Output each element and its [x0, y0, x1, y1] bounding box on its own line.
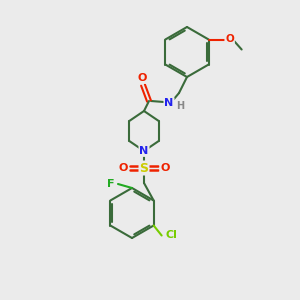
- Text: N: N: [164, 98, 174, 108]
- Text: S: S: [140, 161, 148, 175]
- Text: Cl: Cl: [166, 230, 178, 241]
- Text: O: O: [225, 34, 234, 44]
- Text: N: N: [140, 146, 148, 156]
- Text: O: O: [160, 163, 170, 173]
- Text: H: H: [176, 101, 184, 111]
- Text: O: O: [118, 163, 128, 173]
- Text: O: O: [137, 73, 147, 83]
- Text: F: F: [107, 179, 115, 189]
